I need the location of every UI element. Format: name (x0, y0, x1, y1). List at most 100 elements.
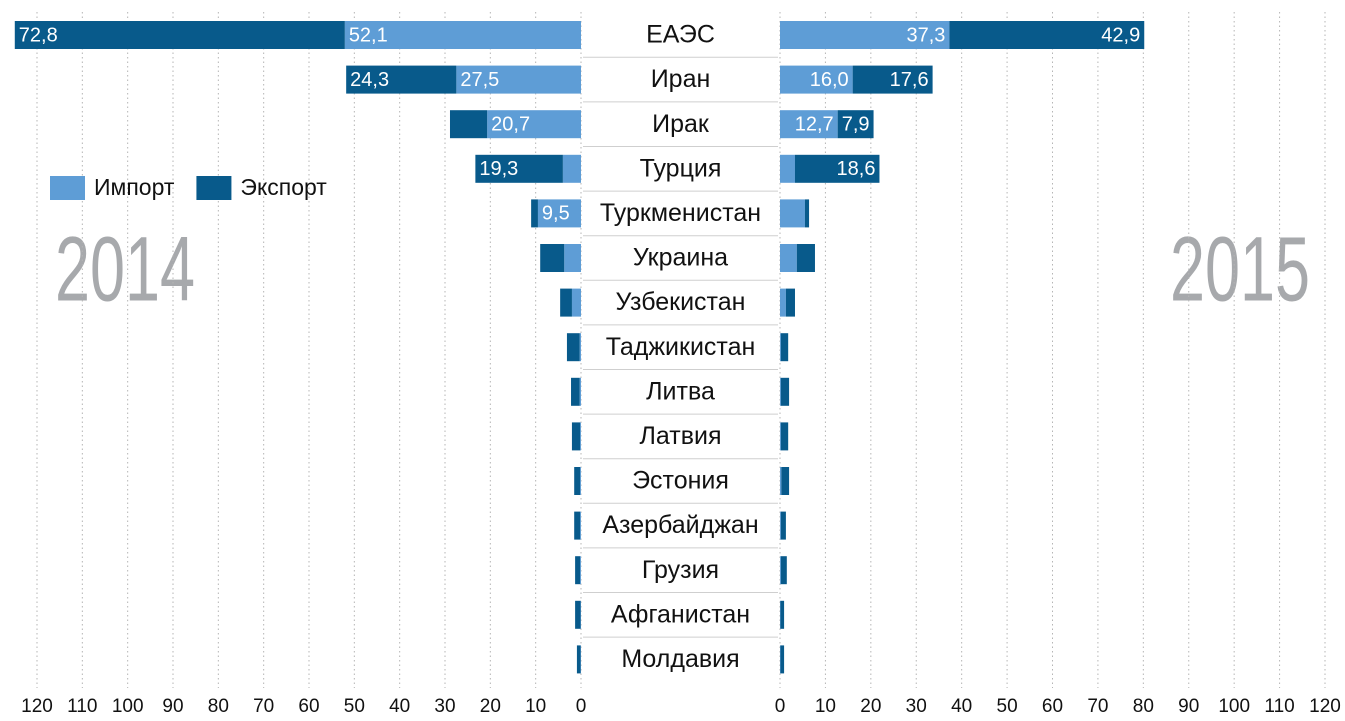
bar-segment (566, 333, 580, 362)
bar-segment (780, 511, 786, 540)
label-bg (583, 13, 778, 57)
category-label: Узбекистан (616, 288, 746, 316)
value-label: 72,8 (19, 24, 58, 46)
label-bg (583, 415, 778, 458)
x-tick-label: 70 (253, 696, 274, 717)
bar-segment (780, 422, 781, 451)
x-tick-label: 100 (112, 696, 144, 717)
category-label: Литва (646, 377, 715, 405)
label-bg (583, 58, 778, 101)
bar-segment (574, 511, 581, 540)
bar-segment (487, 110, 581, 139)
label-bg (583, 548, 778, 592)
value-label: 42,9 (1101, 24, 1140, 46)
bar-segment (575, 556, 581, 585)
x-tick-label: 120 (1309, 696, 1341, 717)
value-label: 52,1 (349, 24, 388, 46)
bar-segment (780, 244, 797, 272)
legend-swatch (50, 176, 85, 200)
bar-segment (780, 556, 787, 585)
value-label: 16,0 (810, 69, 849, 91)
bar-segment (540, 244, 565, 272)
x-tick-label: 20 (480, 696, 501, 717)
bar-segment (780, 467, 782, 495)
bar-segment (780, 21, 950, 49)
bar-segment (344, 21, 581, 49)
bar-segment (562, 154, 581, 183)
category-label: ЕАЭС (646, 21, 715, 49)
bar-segment (579, 377, 581, 406)
bar-segment (571, 288, 581, 317)
category-label: Украина (633, 244, 728, 272)
category-label: Афганистан (611, 600, 750, 628)
bar-segment (780, 422, 789, 451)
bar-segment (780, 600, 785, 629)
label-bg (583, 325, 778, 369)
bar-segment (456, 65, 581, 94)
bar-segment (564, 244, 581, 272)
category-label: Эстония (632, 467, 729, 495)
label-bg (583, 192, 778, 235)
bar-segment (780, 154, 795, 183)
bar-segment (780, 65, 853, 94)
category-label: Азербайджан (602, 511, 758, 539)
x-tick-label: 50 (997, 696, 1018, 717)
value-label: 27,5 (460, 69, 499, 91)
bar-segment (580, 511, 581, 540)
bar-segment (780, 333, 781, 362)
x-tick-label: 110 (1264, 696, 1294, 717)
bar-segment (14, 21, 345, 49)
x-tick-label: 50 (344, 696, 365, 717)
bar-segment (780, 645, 785, 674)
x-tick-label: 40 (951, 696, 972, 717)
bar-segment (449, 110, 488, 139)
bar-segment (475, 154, 563, 183)
bar-segment (346, 65, 457, 94)
value-label: 20,7 (491, 113, 530, 135)
value-label: 19,3 (479, 158, 518, 180)
bar-segment (576, 645, 581, 674)
x-tick-label: 60 (1042, 696, 1063, 717)
x-tick-label: 80 (1133, 696, 1154, 717)
value-label: 18,6 (837, 158, 876, 180)
category-label: Таджикистан (606, 333, 756, 361)
label-bg (583, 638, 778, 681)
bar-segment (780, 511, 781, 540)
bar-segment (580, 467, 581, 495)
x-tick-label: 90 (1178, 696, 1199, 717)
legend-label: Импорт (94, 174, 175, 200)
bar-segment (780, 110, 838, 139)
bar-segment (780, 333, 789, 362)
bar-segment (531, 199, 538, 228)
x-tick-label: 110 (67, 696, 97, 717)
value-label: 17,6 (890, 69, 929, 91)
bar-segment (575, 600, 581, 629)
value-label: 12,7 (795, 113, 834, 135)
label-bg (583, 281, 778, 324)
value-label: 7,9 (842, 113, 870, 135)
bar-segment (580, 556, 581, 585)
bar-segment (785, 288, 795, 317)
bar-segment (780, 377, 790, 406)
x-tick-label: 40 (389, 696, 410, 717)
bar-segment (780, 377, 781, 406)
x-tick-label: 30 (906, 696, 927, 717)
x-tick-label: 10 (525, 696, 546, 717)
x-tick-label: 0 (576, 696, 587, 717)
bar-segment (571, 422, 581, 451)
label-bg (583, 504, 778, 547)
label-bg (583, 102, 778, 146)
legend-swatch (196, 176, 232, 200)
bar-segment (837, 110, 874, 139)
x-tick-label: 30 (434, 696, 455, 717)
bar-segment (580, 422, 581, 451)
x-tick-label: 100 (1218, 696, 1250, 717)
label-bg (583, 593, 778, 637)
value-label: 9,5 (542, 203, 570, 225)
label-bg (583, 370, 778, 414)
x-tick-label: 0 (775, 696, 786, 717)
category-label: Турция (640, 154, 722, 182)
bar-segment (780, 556, 781, 585)
x-tick-label: 120 (21, 696, 53, 717)
